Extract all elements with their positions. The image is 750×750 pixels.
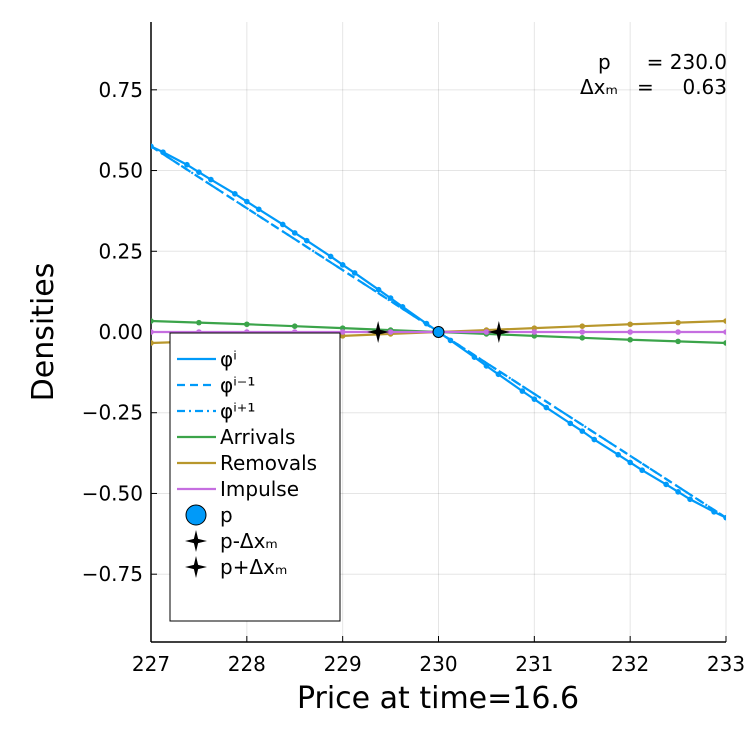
series-point xyxy=(627,321,633,328)
annotation-dx-label: Δxₘ xyxy=(580,75,618,99)
legend-label: p-Δxₘ xyxy=(220,529,278,553)
series-point xyxy=(615,451,621,458)
series-point xyxy=(627,336,633,343)
series-point xyxy=(591,436,598,443)
y-tick-label: −0.25 xyxy=(82,401,143,425)
y-tick-label: −0.50 xyxy=(82,481,143,505)
series-point xyxy=(151,340,154,346)
legend-label: φⁱ⁺¹ xyxy=(220,399,255,423)
legend-label: p+Δxₘ xyxy=(220,555,287,579)
series-point xyxy=(244,321,250,328)
point-marker-p xyxy=(432,326,445,338)
series-point xyxy=(675,319,681,326)
y-tick-label: 0.25 xyxy=(98,239,143,263)
series-point xyxy=(675,489,681,495)
series-point xyxy=(639,467,645,474)
annotation-dx-eq: = xyxy=(637,75,654,99)
series-point xyxy=(208,176,214,183)
annotation-p-value: = 230.0 xyxy=(647,50,727,74)
series-point xyxy=(627,329,633,335)
point-marker-p-Δxₘ xyxy=(367,321,390,343)
annotation-dx-value: 0.63 xyxy=(682,75,727,99)
x-tick-label: 229 xyxy=(324,652,362,676)
series-point xyxy=(579,323,586,329)
series-point xyxy=(543,404,550,411)
x-axis-label: Price at time=16.6 xyxy=(297,681,579,716)
series-point xyxy=(339,333,346,339)
series-point xyxy=(256,206,262,213)
x-tick-label: 231 xyxy=(515,652,553,676)
series-point xyxy=(351,270,358,276)
series-point xyxy=(303,237,310,244)
series-point xyxy=(339,262,346,268)
series-point xyxy=(531,333,538,339)
legend-swatch xyxy=(185,504,207,526)
series-point xyxy=(339,329,346,335)
series-point xyxy=(291,230,298,236)
series-point xyxy=(723,340,726,346)
series-point xyxy=(579,335,586,341)
series-point xyxy=(723,318,726,324)
series-point xyxy=(675,338,681,345)
x-tick-label: 227 xyxy=(132,652,170,676)
y-tick-label: 0.00 xyxy=(98,320,143,344)
series-point xyxy=(567,420,574,427)
series-point xyxy=(471,354,478,360)
legend-label: Arrivals xyxy=(220,425,295,449)
legend-label: φⁱ⁻¹ xyxy=(220,373,255,397)
series-point xyxy=(495,371,502,378)
series-point xyxy=(387,329,394,335)
legend-label: p xyxy=(220,503,233,527)
series-point xyxy=(279,221,286,228)
x-tick-label: 230 xyxy=(419,652,457,676)
series-point xyxy=(151,329,154,335)
points-layer xyxy=(367,321,510,343)
series-point xyxy=(675,329,681,335)
series-point xyxy=(579,329,586,335)
legend-label: Removals xyxy=(220,451,317,475)
series-point xyxy=(483,329,490,335)
series-point xyxy=(687,496,693,503)
series-point xyxy=(232,190,238,197)
legend-swatch xyxy=(185,556,207,578)
series-point xyxy=(723,329,726,335)
series-point xyxy=(579,428,586,434)
series-point xyxy=(375,286,382,293)
series-point xyxy=(196,169,202,175)
point-marker-p+Δxₘ xyxy=(487,321,510,343)
y-tick-label: −0.75 xyxy=(82,562,143,586)
series-point xyxy=(519,388,526,394)
series-point xyxy=(627,459,633,466)
series-point xyxy=(663,481,669,488)
x-tick-label: 232 xyxy=(611,652,649,676)
series-point xyxy=(339,325,346,331)
legend-swatch xyxy=(185,530,207,552)
legend-label: Impulse xyxy=(220,477,299,501)
x-tick-label: 228 xyxy=(228,652,266,676)
ticks: 227 228 229 230 231 232 233 −0.75 −0.50 −0.25 0.00… xyxy=(82,78,745,676)
annotation: p = 230.0 Δxₘ = 0.63 xyxy=(580,50,727,99)
series-point xyxy=(291,323,298,329)
series-point xyxy=(531,329,538,335)
series-point xyxy=(196,319,202,326)
legend-label: φⁱ xyxy=(220,347,237,371)
annotation-p-label: p xyxy=(598,50,611,74)
series-point xyxy=(151,318,154,324)
legend: φⁱφⁱ⁻¹φⁱ⁺¹ArrivalsRemovalsImpulsepp-Δxₘp… xyxy=(169,332,341,622)
y-axis-label: Densities xyxy=(26,263,61,402)
series-point xyxy=(531,396,538,402)
series-point xyxy=(327,253,334,260)
y-tick-label: 0.75 xyxy=(98,78,143,102)
series-point xyxy=(531,325,538,331)
legend-box xyxy=(169,332,341,622)
series-point xyxy=(244,198,250,205)
y-tick-label: 0.50 xyxy=(98,159,143,183)
x-tick-label: 233 xyxy=(707,652,745,676)
series-point xyxy=(184,161,190,168)
series-point xyxy=(399,304,406,310)
